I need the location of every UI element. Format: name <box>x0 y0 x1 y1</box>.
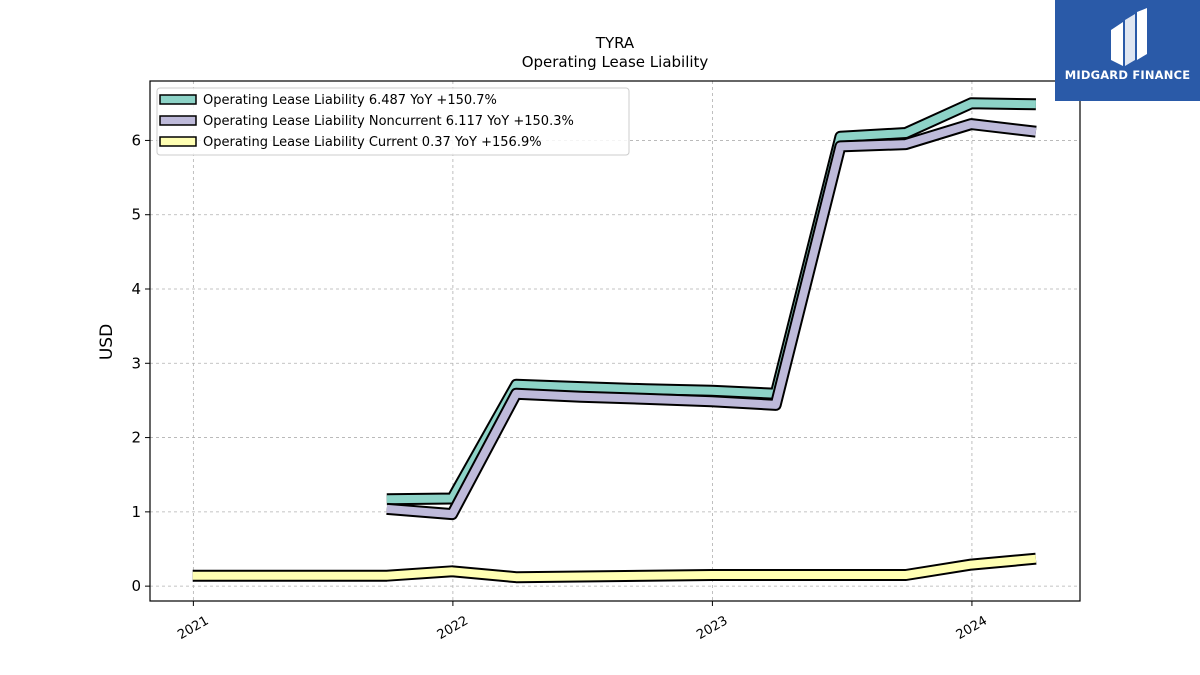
legend-box <box>156 87 630 156</box>
y-tick-label: 1 <box>131 503 141 521</box>
logo-icon <box>1111 8 1147 66</box>
y-tick-label: 5 <box>131 206 141 224</box>
legend-swatch <box>159 115 197 126</box>
series-line <box>386 99 1036 504</box>
y-tick-label: 3 <box>131 354 141 372</box>
legend-label: Operating Lease Liability Noncurrent 6.1… <box>203 114 574 129</box>
legend: Operating Lease Liability 6.487 YoY +150… <box>156 87 630 156</box>
y-tick-label: 4 <box>131 280 141 298</box>
legend-swatch <box>159 94 197 105</box>
series-line <box>192 554 1037 582</box>
chart-subtitle: Operating Lease Liability <box>522 53 709 71</box>
x-tick-label: 2023 <box>694 613 730 643</box>
y-tick-label: 0 <box>131 577 141 595</box>
brand-logo: MIDGARD FINANCE <box>1055 0 1200 101</box>
y-tick-label: 2 <box>131 429 141 447</box>
legend-label: Operating Lease Liability 6.487 YoY +150… <box>203 93 497 108</box>
logo-text: MIDGARD FINANCE <box>1064 68 1191 82</box>
x-tick-label: 2024 <box>954 613 990 643</box>
chart-title: TYRA <box>595 34 635 52</box>
series-line <box>386 120 1037 519</box>
legend-label: Operating Lease Liability Current 0.37 Y… <box>203 135 542 150</box>
grid <box>150 81 1080 601</box>
legend-swatch <box>159 136 197 147</box>
series-lines <box>192 97 1037 584</box>
x-tick-label: 2022 <box>435 613 471 643</box>
y-axis-label: USD <box>97 324 117 360</box>
y-tick-label: 6 <box>131 131 141 149</box>
x-tick-label: 2021 <box>175 613 211 643</box>
plot-frame <box>149 80 1081 602</box>
